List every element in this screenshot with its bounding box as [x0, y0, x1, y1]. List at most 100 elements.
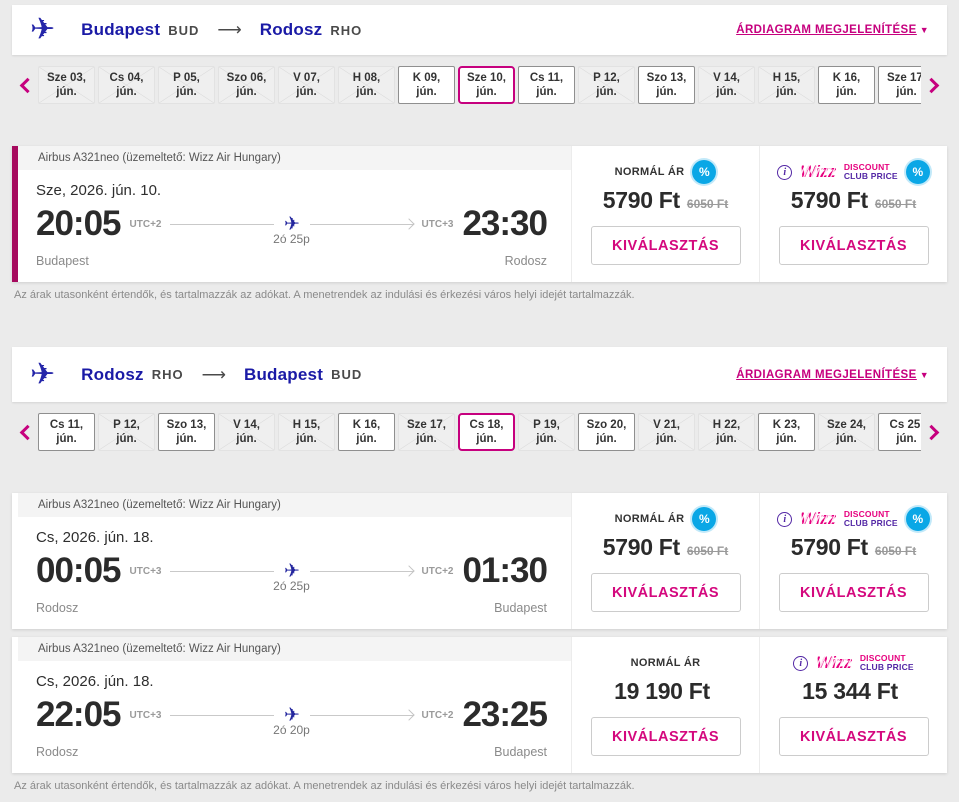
date-tile[interactable]: Sze 17, jún.	[878, 66, 921, 104]
date-month: jún.	[896, 433, 917, 445]
aircraft-label: Airbus A321neo (üzemeltető: Wizz Air Hun…	[18, 637, 571, 661]
route-header: ✈ Rodosz RHO ⟶ Budapest BUD ÁRDIAGRAM ME…	[12, 347, 947, 402]
date-tiles: Cs 11, jún. P 12, jún. Szo 13, jún. V 14, jú…	[38, 413, 921, 451]
date-month: jún.	[716, 433, 737, 445]
date-month: jún.	[176, 86, 197, 98]
date-month: jún.	[56, 433, 77, 445]
date-day: H 15,	[772, 71, 801, 84]
date-tile[interactable]: H 08, jún.	[338, 66, 395, 104]
arrival-timezone: UTC+2	[421, 709, 454, 721]
return-section: ✈ Rodosz RHO ⟶ Budapest BUD ÁRDIAGRAM ME…	[12, 347, 947, 792]
select-button[interactable]: KIVÁLASZTÁS	[778, 226, 929, 265]
price-chart-link[interactable]: ÁRDIAGRAM MEGJELENÍTÉSE ▼	[736, 24, 929, 36]
date-tile[interactable]: Cs 04, jún.	[98, 66, 155, 104]
destination-code: BUD	[331, 367, 363, 382]
date-day: K 16,	[832, 71, 861, 84]
carousel-prev-button[interactable]	[12, 413, 38, 451]
date-tile[interactable]: P 19, jún.	[518, 413, 575, 451]
departure-timezone: UTC+3	[129, 709, 162, 721]
carousel-next-button[interactable]	[921, 413, 947, 451]
date-tile[interactable]: V 21, jún.	[638, 413, 695, 451]
date-tile[interactable]: Cs 11, jún.	[518, 66, 575, 104]
date-month: jún.	[836, 433, 857, 445]
price-value: 5790 Ft	[790, 534, 868, 560]
departure-city: Rodosz	[36, 601, 79, 615]
destination-city: Budapest	[244, 364, 324, 384]
price-value: 5790 Ft	[602, 534, 680, 560]
departure-time: 20:05	[36, 203, 122, 243]
arrival-city: Rodosz	[504, 254, 547, 268]
date-tile[interactable]: Cs 25, jún.	[878, 413, 921, 451]
arrival-time: 01:30	[462, 550, 548, 590]
select-button[interactable]: KIVÁLASZTÁS	[590, 717, 741, 756]
date-tile[interactable]: Cs 11, jún.	[38, 413, 95, 451]
date-tile[interactable]: H 15, jún.	[758, 66, 815, 104]
date-tile[interactable]: P 12, jún.	[98, 413, 155, 451]
date-month: jún.	[296, 86, 317, 98]
info-icon[interactable]: i	[777, 164, 793, 180]
wizz-logo: Wizz	[816, 653, 852, 672]
arrowhead-icon	[402, 218, 415, 230]
date-day: Cs 11,	[49, 418, 84, 431]
select-button[interactable]: KIVÁLASZTÁS	[778, 717, 929, 756]
normal-price-cell: NORMÁL ÁR % 19 190 Ft KIVÁLASZTÁS	[571, 637, 759, 773]
discount-club-label: DISCOUNT CLUB PRICE	[859, 652, 914, 672]
date-tile[interactable]: H 22, jún.	[698, 413, 755, 451]
departure-timezone: UTC+3	[129, 565, 162, 577]
date-tile[interactable]: Sze 24, jún.	[818, 413, 875, 451]
date-month: jún.	[116, 433, 137, 445]
date-tile[interactable]: V 14, jún.	[218, 413, 275, 451]
date-tile[interactable]: Szo 06, jún.	[218, 66, 275, 104]
date-day: Szo 13,	[646, 71, 687, 84]
date-tile[interactable]: P 05, jún.	[158, 66, 215, 104]
price-value: 15 344 Ft	[802, 678, 898, 704]
old-price-value: 6050 Ft	[686, 197, 729, 211]
date-day: K 23,	[772, 418, 801, 431]
date-tile[interactable]: V 14, jún.	[698, 66, 755, 104]
info-icon[interactable]: i	[793, 655, 809, 671]
date-tile[interactable]: Sze 03, jún.	[38, 66, 95, 104]
carousel-next-button[interactable]	[921, 66, 947, 104]
price-chart-link[interactable]: ÁRDIAGRAM MEGJELENÍTÉSE ▼	[736, 369, 929, 381]
date-tile[interactable]: Szo 20, jún.	[578, 413, 635, 451]
price-value: 5790 Ft	[790, 187, 868, 213]
percent-badge-icon: %	[692, 507, 717, 531]
date-month: jún.	[56, 86, 77, 98]
select-button[interactable]: KIVÁLASZTÁS	[590, 573, 741, 612]
arrowhead-icon	[402, 709, 415, 721]
select-button[interactable]: KIVÁLASZTÁS	[778, 573, 929, 612]
date-tile[interactable]: V 07, jún.	[278, 66, 335, 104]
date-month: jún.	[836, 86, 857, 98]
date-tile[interactable]: H 15, jún.	[278, 413, 335, 451]
date-tile-selected[interactable]: Cs 18, jún.	[458, 413, 515, 451]
date-month: jún.	[776, 433, 797, 445]
date-tile[interactable]: Szo 13, jún.	[638, 66, 695, 104]
date-tile[interactable]: Sze 17, jún.	[398, 413, 455, 451]
flight-duration: 2ó 25p	[273, 232, 310, 246]
departure-time: 00:05	[36, 550, 122, 590]
arrival-city: Budapest	[494, 745, 547, 759]
date-tile[interactable]: K 23, jún.	[758, 413, 815, 451]
select-button[interactable]: KIVÁLASZTÁS	[590, 226, 741, 265]
date-tiles: Sze 03, jún. Cs 04, jún. P 05, jún. Szo 06,…	[38, 66, 921, 104]
date-tile[interactable]: P 12, jún.	[578, 66, 635, 104]
normal-price-cell: NORMÁL ÁR % 5790 Ft 6050 Ft KIVÁLASZTÁS	[571, 146, 759, 282]
flight-card: Airbus A321neo (üzemeltető: Wizz Air Hun…	[12, 493, 947, 629]
route-arrow-icon: ⟶	[201, 364, 226, 384]
discount-club-label: DISCOUNT CLUB PRICE	[843, 161, 898, 181]
date-month: jún.	[236, 86, 257, 98]
date-day: Szo 06,	[226, 71, 267, 84]
date-tile[interactable]: K 09, jún.	[398, 66, 455, 104]
carousel-prev-button[interactable]	[12, 66, 38, 104]
date-tile[interactable]: K 16, jún.	[338, 413, 395, 451]
date-month: jún.	[896, 86, 917, 98]
info-icon[interactable]: i	[777, 511, 793, 527]
date-month: jún.	[716, 86, 737, 98]
date-day: P 12,	[593, 71, 620, 84]
date-tile[interactable]: Szo 13, jún.	[158, 413, 215, 451]
date-tile-selected[interactable]: Sze 10, jún.	[458, 66, 515, 104]
flight-path: ✈ 2ó 25p	[170, 550, 415, 593]
departure-timezone: UTC+2	[129, 218, 162, 230]
normal-price-cell: NORMÁL ÁR % 5790 Ft 6050 Ft KIVÁLASZTÁS	[571, 493, 759, 629]
date-tile[interactable]: K 16, jún.	[818, 66, 875, 104]
